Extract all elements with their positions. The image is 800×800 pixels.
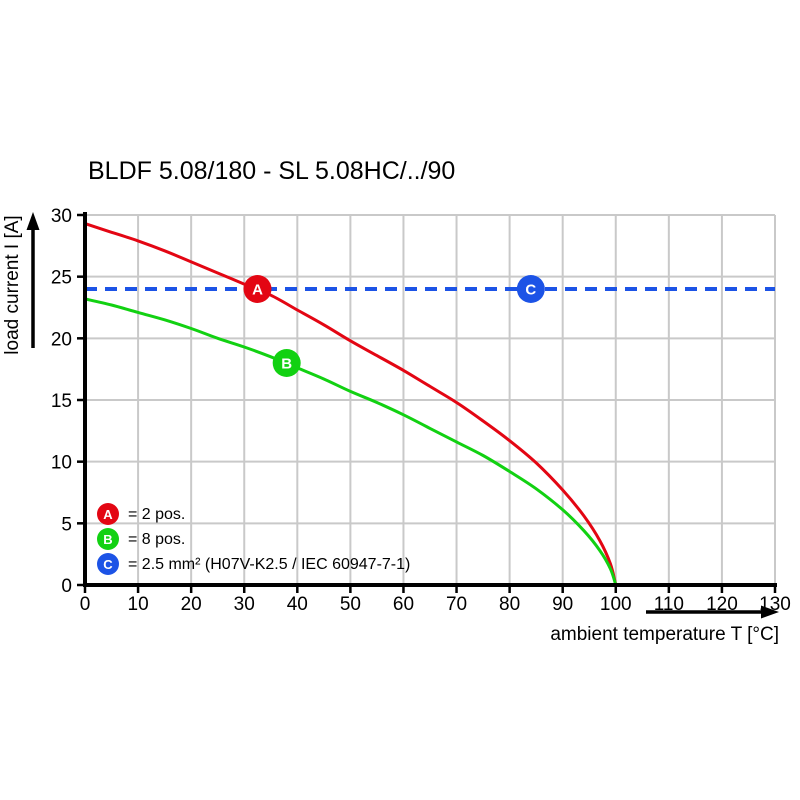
y-tick-label: 20 bbox=[51, 329, 72, 350]
legend-label-c: = 2.5 mm² (H07V-K2.5 / IEC 60947-7-1) bbox=[128, 555, 411, 573]
legend-marker-b-icon: B bbox=[97, 528, 119, 550]
y-tick-label: 5 bbox=[61, 514, 72, 535]
legend-item-b: B = 8 pos. bbox=[97, 528, 410, 550]
legend-item-a: A = 2 pos. bbox=[97, 503, 410, 525]
curve-marker-b-icon: B bbox=[272, 349, 301, 377]
x-tick-label: 110 bbox=[654, 594, 684, 615]
y-tick-label: 30 bbox=[51, 206, 72, 227]
y-tick-label: 25 bbox=[51, 268, 72, 289]
legend-item-c: C = 2.5 mm² (H07V-K2.5 / IEC 60947-7-1) bbox=[97, 553, 410, 575]
legend-marker-a-icon: A bbox=[97, 503, 119, 525]
tick-labels: 0 5 10 15 20 25 30 0 10 20 30 40 50 60 70 80 90 100 110 120… bbox=[51, 206, 791, 615]
x-tick-label: 120 bbox=[706, 594, 738, 615]
y-tick-label: 10 bbox=[51, 453, 72, 474]
x-axis-arrowhead-icon bbox=[761, 605, 779, 619]
legend-marker-c-icon: C bbox=[97, 553, 119, 575]
x-tick-label: 60 bbox=[393, 594, 414, 615]
x-tick-label: 80 bbox=[499, 594, 520, 615]
x-tick-label: 30 bbox=[234, 594, 255, 615]
x-tick-label: 90 bbox=[552, 594, 573, 615]
curve-marker-a-icon: A bbox=[243, 275, 272, 303]
curve-marker-c-icon: C bbox=[516, 275, 545, 303]
y-tick-label: 15 bbox=[51, 391, 72, 412]
y-axis-label: load current I [A] bbox=[2, 215, 23, 354]
x-axis-label-group: ambient temperature T [°C] bbox=[550, 605, 779, 645]
y-axis-arrowhead-icon bbox=[26, 212, 40, 230]
chart-legend: A = 2 pos. B = 8 pos. C = 2.5 mm² (H07V-… bbox=[97, 503, 410, 578]
axes bbox=[77, 212, 777, 593]
y-axis-label-group: load current I [A] bbox=[2, 212, 40, 355]
x-tick-label: 40 bbox=[287, 594, 308, 615]
y-tick-label: 0 bbox=[61, 576, 72, 597]
svg-text:A: A bbox=[252, 282, 263, 299]
x-tick-label: 20 bbox=[181, 594, 202, 615]
gridlines bbox=[85, 214, 776, 585]
svg-text:C: C bbox=[525, 282, 536, 299]
chart-title: BLDF 5.08/180 - SL 5.08HC/../90 bbox=[88, 157, 456, 185]
x-tick-label: 50 bbox=[340, 594, 361, 615]
legend-label-a: = 2 pos. bbox=[128, 505, 186, 523]
legend-label-b: = 8 pos. bbox=[128, 530, 186, 548]
x-tick-label: 0 bbox=[80, 594, 91, 615]
series-curve-a bbox=[83, 222, 618, 587]
x-tick-label: 70 bbox=[446, 594, 467, 615]
x-tick-label: 10 bbox=[128, 594, 149, 615]
x-tick-label: 100 bbox=[600, 594, 632, 615]
x-axis-label: ambient temperature T [°C] bbox=[550, 624, 779, 645]
series-curve-b bbox=[83, 297, 618, 587]
svg-text:B: B bbox=[281, 356, 292, 373]
